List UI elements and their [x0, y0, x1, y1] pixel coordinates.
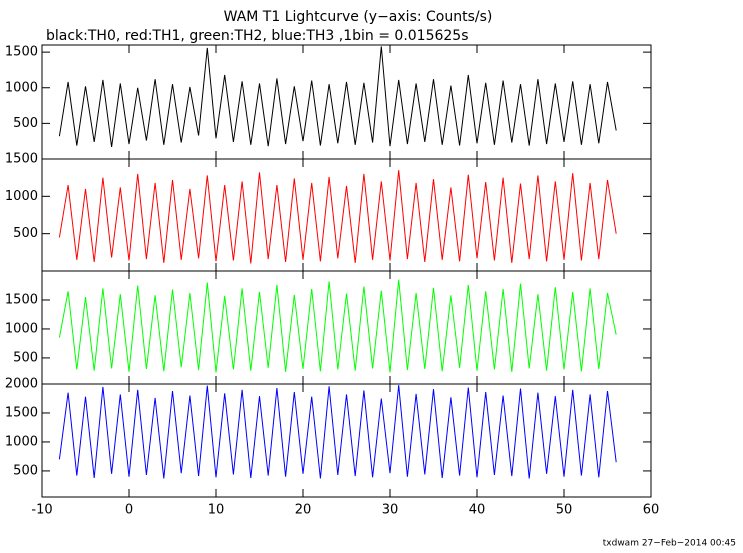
- y-tick-label: 500: [13, 226, 38, 241]
- lightcurve: [58, 46, 617, 147]
- y-tick-label: 500: [13, 463, 38, 478]
- chart-title: WAM T1 Lightcurve (y−axis: Counts/s): [224, 9, 493, 25]
- chart-subtitle: black:TH0, red:TH1, green:TH2, blue:TH3 …: [46, 28, 469, 44]
- lightcurve: [58, 279, 617, 373]
- x-tick-label: 50: [556, 503, 573, 518]
- x-tick-label: 30: [382, 503, 399, 518]
- y-tick-label: 1500: [5, 405, 38, 420]
- x-tick-label: 40: [469, 503, 486, 518]
- x-tick-label: 20: [295, 503, 312, 518]
- y-tick-label: 1500: [5, 152, 38, 167]
- x-tick-label: 10: [208, 503, 225, 518]
- panel-frame: [41, 383, 652, 498]
- x-tick-label: 0: [125, 503, 133, 518]
- footer: txdwam 27−Feb−2014 00:45: [603, 539, 736, 549]
- y-tick-label: 1000: [5, 80, 38, 95]
- y-tick-label: 1000: [5, 321, 38, 336]
- y-tick-label: 1000: [5, 434, 38, 449]
- y-tick-label: 500: [13, 116, 38, 131]
- x-tick-label: -10: [31, 503, 52, 518]
- x-tick-label: 60: [643, 503, 660, 518]
- lightcurve: [58, 385, 617, 479]
- lightcurve: [58, 170, 617, 264]
- y-tick-label: 1500: [5, 292, 38, 307]
- y-tick-label: 2000: [5, 377, 38, 392]
- y-tick-label: 1500: [5, 45, 38, 60]
- y-tick-label: 1000: [5, 189, 38, 204]
- panel-frame: [41, 44, 652, 160]
- y-tick-label: 500: [13, 350, 38, 365]
